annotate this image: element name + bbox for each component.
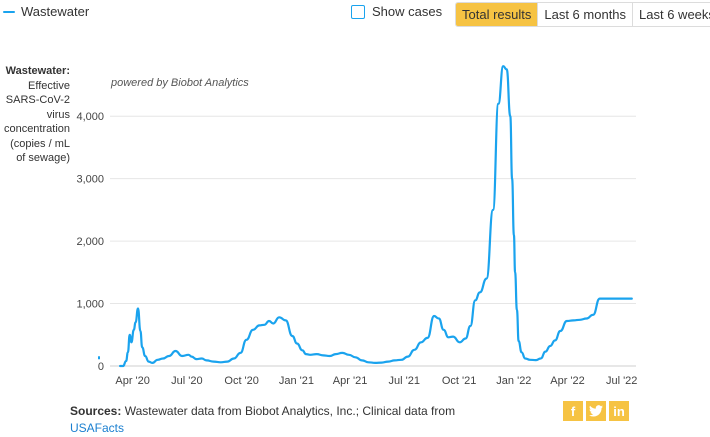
y-tick-label: 0	[98, 361, 104, 373]
x-tick-label: Apr '21	[333, 375, 368, 387]
twitter-icon[interactable]	[586, 401, 606, 421]
share-buttons: f in	[563, 401, 629, 421]
show-cases-toggle[interactable]: Show cases	[351, 4, 442, 19]
x-tick-label: Jul '20	[171, 375, 202, 387]
y-axis-label-rest: Effective SARS-CoV-2 virus concentration…	[3, 79, 70, 165]
y-tick-label: 3,000	[76, 174, 104, 186]
x-tick-label: Oct '21	[442, 375, 477, 387]
wastewater-series-line	[119, 65, 633, 368]
range-button-last-6-months[interactable]: Last 6 months	[537, 3, 633, 26]
x-tick-label: Apr '22	[550, 375, 585, 387]
x-tick-label: Jul '21	[389, 375, 420, 387]
x-tick-label: Oct '20	[224, 375, 259, 387]
range-selector: Total results Last 6 months Last 6 weeks	[455, 2, 710, 27]
facebook-icon[interactable]: f	[563, 401, 583, 421]
wastewater-line-chart: 0 1,000 2,000 3,000 4,000 Apr '20 Jul '20 Oct '…	[76, 65, 637, 387]
usafacts-link[interactable]: USAFacts	[70, 421, 125, 435]
show-cases-checkbox[interactable]	[351, 4, 365, 19]
linkedin-icon[interactable]: in	[609, 401, 629, 421]
series-start-marker	[98, 356, 100, 360]
y-tick-label: 4,000	[76, 111, 104, 123]
range-button-total-results[interactable]: Total results	[456, 3, 538, 26]
x-tick-label: Jan '21	[279, 375, 314, 387]
x-tick-label: Jan '22	[496, 375, 531, 387]
legend[interactable]: Wastewater	[3, 4, 89, 19]
x-tick-label: Apr '20	[115, 375, 150, 387]
x-tick-label: Jul '22	[606, 375, 637, 387]
y-tick-label: 1,000	[76, 299, 104, 311]
show-cases-label: Show cases	[372, 4, 443, 19]
sources-label: Sources:	[70, 404, 122, 418]
range-button-last-6-weeks[interactable]: Last 6 weeks	[632, 3, 710, 26]
y-tick-label: 2,000	[76, 236, 104, 248]
legend-series-label: Wastewater	[21, 4, 90, 19]
sources-note: Sources: Wastewater data from Biobot Ana…	[70, 403, 470, 437]
y-axis-label: Wastewater: Effective SARS-CoV-2 virus c…	[2, 64, 70, 166]
powered-by-note: powered by Biobot Analytics	[111, 77, 249, 89]
y-axis-label-bold: Wastewater:	[5, 65, 70, 77]
legend-line-swatch	[3, 10, 15, 13]
sources-text: Wastewater data from Biobot Analytics, I…	[124, 404, 456, 418]
